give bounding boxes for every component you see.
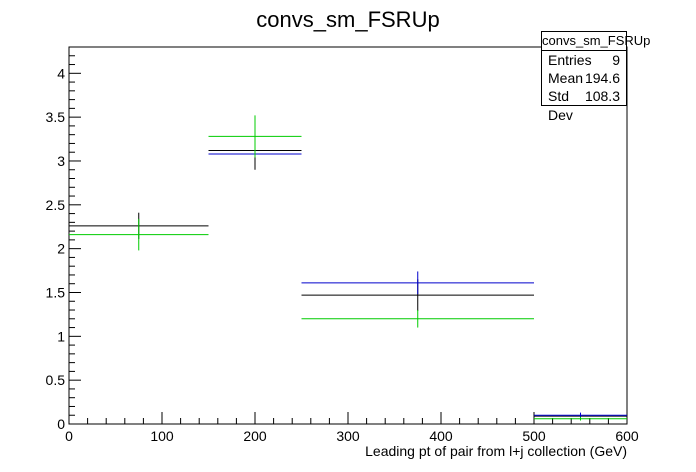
y-tick-label: 0.5 xyxy=(46,372,66,388)
x-tick-label: 500 xyxy=(522,428,546,444)
stats-box: convs_sm_FSRUp Entries 9 Mean 194.6 Std … xyxy=(541,31,650,123)
stats-title: convs_sm_FSRUp xyxy=(542,32,650,51)
stats-label: Entries xyxy=(548,52,592,68)
stats-value: 9 xyxy=(612,52,620,68)
stats-label: Mean xyxy=(548,70,584,86)
stats-row-entries: Entries 9 xyxy=(542,51,626,69)
y-tick-label: 4 xyxy=(57,65,65,81)
chart-title: convs_sm_FSRUp xyxy=(256,7,439,32)
stats-value: 108.3 xyxy=(584,88,620,104)
y-tick-label: 2 xyxy=(57,241,65,257)
y-tick-label: 0 xyxy=(57,416,65,432)
stats-row-mean: Mean 194.6 xyxy=(542,69,626,87)
x-tick-label: 100 xyxy=(150,428,174,444)
y-tick-label: 3 xyxy=(57,153,65,169)
x-tick-label: 0 xyxy=(65,428,73,444)
stats-label: Std Dev xyxy=(548,88,573,123)
stats-row-stddev: Std Dev 108.3 xyxy=(542,87,626,123)
x-tick-label: 200 xyxy=(243,428,267,444)
y-tick-label: 1 xyxy=(57,328,65,344)
stats-value: 194.6 xyxy=(584,70,620,86)
y-tick-label: 2.5 xyxy=(46,197,66,213)
y-tick-label: 3.5 xyxy=(46,109,66,125)
x-axis-label: Leading pt of pair from l+j collection (… xyxy=(365,443,627,459)
y-tick-label: 1.5 xyxy=(46,284,66,300)
x-tick-label: 600 xyxy=(615,428,639,444)
x-tick-label: 400 xyxy=(429,428,453,444)
x-tick-label: 300 xyxy=(336,428,360,444)
